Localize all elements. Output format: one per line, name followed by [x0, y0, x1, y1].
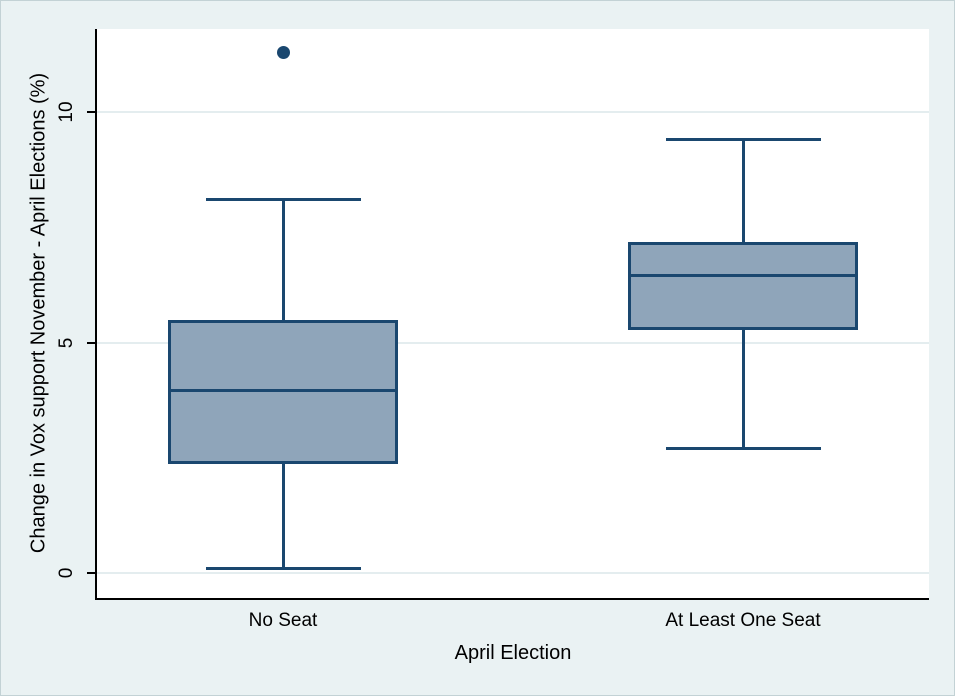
lower-whisker-cap	[205, 566, 361, 570]
y-tick-mark-10	[87, 111, 95, 114]
y-tick-label-5: 5	[56, 337, 77, 348]
y-tick-label-10: 10	[56, 101, 77, 123]
y-tick-mark-5	[87, 341, 95, 344]
gridline-y5	[97, 341, 929, 344]
upper-whisker-cap	[205, 198, 361, 202]
y-tick-label-0: 0	[56, 567, 77, 578]
x-category-label: No Seat	[248, 610, 318, 631]
upper-whisker-stem	[281, 199, 285, 322]
median-line	[168, 389, 398, 393]
gridline-y0	[97, 571, 929, 574]
y-tick-mark-0	[87, 571, 95, 574]
y-axis-line	[95, 29, 97, 600]
iqr-box	[628, 242, 858, 331]
upper-whisker-stem	[741, 139, 745, 244]
lower-whisker-stem	[281, 462, 285, 569]
lower-whisker-stem	[741, 328, 745, 449]
x-axis-line	[95, 598, 929, 600]
lower-whisker-cap	[665, 446, 821, 450]
upper-whisker-cap	[665, 138, 821, 142]
gridline-y10	[97, 111, 929, 114]
x-axis-title: April Election	[454, 642, 572, 664]
y-axis-title: Change in Vox support November - April E…	[27, 72, 50, 554]
median-line	[628, 274, 858, 278]
plot-area	[97, 29, 929, 598]
outlier-point	[276, 45, 290, 59]
x-category-label: At Least One Seat	[665, 610, 821, 631]
